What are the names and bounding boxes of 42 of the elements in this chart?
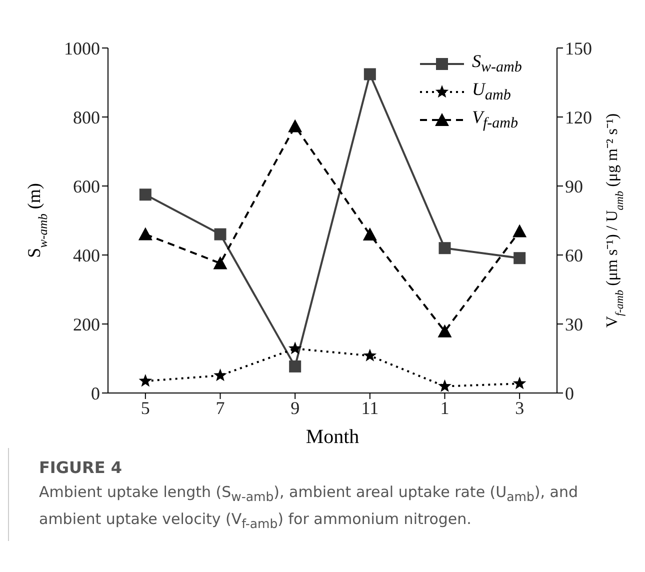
y-tick-label: 600 (73, 176, 100, 196)
point (514, 252, 526, 264)
x-tick-label: 3 (515, 398, 524, 418)
legend-label: S$_{w-amb}$ (472, 51, 522, 77)
point (364, 68, 376, 80)
point (438, 324, 452, 338)
caption: FIGURE 4 (39, 458, 123, 477)
legend-label: U$_{amb}$ (472, 79, 511, 105)
point (512, 224, 527, 238)
point (139, 188, 152, 201)
point (214, 228, 226, 240)
x-tick-label: 5 (140, 398, 150, 418)
y2-tick-label: 150 (565, 38, 592, 58)
y2-tick-label: 60 (565, 245, 583, 266)
point (213, 256, 228, 270)
point (138, 227, 152, 240)
y2-tick-label: 90 (565, 176, 583, 196)
x-tick-label: 9 (290, 398, 300, 418)
point (363, 348, 377, 362)
point (362, 228, 377, 241)
point (512, 376, 526, 390)
y2-tick-label: 30 (565, 314, 583, 334)
y2-tick-label: 120 (565, 107, 592, 128)
point (438, 242, 451, 254)
point (438, 379, 452, 392)
point (138, 374, 152, 387)
text: Ambient uptake length (S$_{w-amb}$), ambient areal uptake rate (U$_{amb}$), and ambient uptake velocity (V$_{f-amb}$) for ammonium nitrogen. (39, 483, 578, 531)
point (289, 360, 302, 372)
point (214, 368, 227, 382)
y-tick-label: 400 (73, 245, 100, 266)
x-tick-label: 1 (440, 398, 450, 418)
point (288, 342, 302, 354)
x-tick-label: 7 (216, 398, 225, 418)
x-axis-title: Month (306, 426, 360, 448)
y-tick-label: 800 (73, 107, 100, 128)
y-tick-label: 200 (73, 314, 100, 334)
legend-label: V$_{f-amb}$ (472, 107, 518, 133)
y-tick-label: 1000 (64, 38, 100, 58)
point (288, 119, 302, 132)
y2-tick-label: 0 (565, 383, 574, 404)
x-tick-label: 11 (361, 398, 379, 418)
y-tick-label: 0 (91, 383, 100, 404)
